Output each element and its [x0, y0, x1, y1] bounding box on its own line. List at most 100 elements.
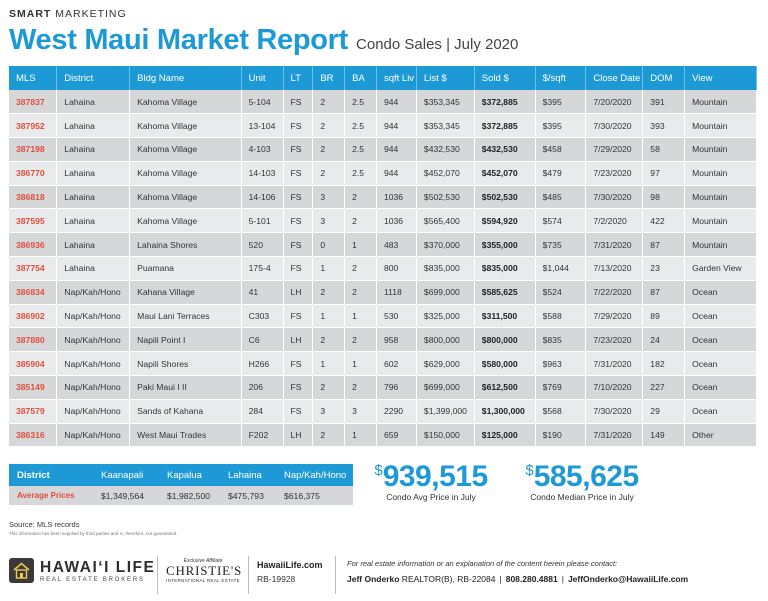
table-cell: 2 — [312, 137, 346, 162]
avg-price-figure: $939,515 — [366, 460, 496, 494]
avg-price-stat: $939,515 Condo Avg Price in July — [366, 460, 496, 502]
table-cell: Other — [684, 423, 757, 448]
agent-email[interactable]: JeffOnderko@HawaiiLife.com — [567, 574, 689, 584]
column-header: Bldg Name — [129, 66, 242, 90]
column-header: LT — [283, 66, 314, 90]
mls-number[interactable]: 387595 — [9, 208, 58, 234]
mls-number[interactable]: 387952 — [9, 113, 58, 139]
table-cell: West Maui Trades — [129, 423, 242, 448]
table-cell: $800,000 — [474, 327, 536, 353]
table-cell: Mountain — [684, 90, 757, 115]
mls-number[interactable]: 386834 — [9, 280, 58, 305]
table-cell: 7/31/2020 — [585, 423, 644, 448]
mls-number[interactable]: 387754 — [9, 256, 58, 281]
mls-number[interactable]: 386818 — [9, 185, 58, 210]
table-cell: $150,000 — [416, 423, 475, 448]
table-cell: $835,000 — [416, 256, 475, 281]
table-cell: $432,530 — [474, 137, 536, 162]
table-cell: $594,920 — [474, 208, 536, 234]
agent-phone[interactable]: 808.280.4881 — [505, 574, 558, 584]
brokerage-license: RB-19928 — [257, 574, 296, 584]
table-cell: $452,070 — [416, 161, 475, 186]
table-cell: 3 — [344, 399, 377, 424]
table-cell: 958 — [376, 327, 417, 353]
table-cell: 227 — [642, 375, 686, 400]
table-cell: $311,500 — [474, 304, 536, 329]
table-cell: 7/31/2020 — [585, 232, 644, 258]
table-cell: $452,070 — [474, 161, 536, 186]
mls-number[interactable]: 387198 — [9, 137, 58, 162]
table-cell: Mountain — [684, 208, 757, 234]
website-link[interactable]: HawaiiLife.com — [257, 560, 323, 570]
table-cell: Nap/Kah/Hono — [56, 280, 131, 305]
sales-table: MLS District Bldg Name Unit LT BR BA sqft Liv Li… — [9, 66, 757, 448]
mls-number[interactable]: 387880 — [9, 327, 58, 353]
agent-name: Jeff Onderko — [347, 574, 400, 584]
table-cell: $372,885 — [474, 113, 536, 139]
table-cell: LH — [283, 423, 314, 448]
table-cell: 7/2/2020 — [585, 208, 644, 234]
christies-logo: Exclusive Affiliate CHRISTIE'S INTERNATI… — [166, 558, 241, 583]
mls-number[interactable]: 385149 — [9, 375, 58, 400]
table-row: 386936 Lahaina Lahaina Shores 520 FS 0 1 483 $37… — [9, 232, 757, 258]
table-cell: Napili Shores — [129, 351, 242, 377]
table-cell: $325,000 — [416, 304, 475, 329]
agent-title: REALTOR(B), RB-22084 — [399, 574, 496, 584]
table-cell: 5-104 — [241, 90, 284, 115]
sales-table-body: 387837 Lahaina Kahoma Village 5-104 FS 2 2.5 94… — [9, 90, 757, 448]
table-cell: 182 — [642, 351, 686, 377]
table-cell: Garden View — [684, 256, 757, 281]
table-cell: $502,530 — [474, 185, 536, 210]
table-cell: 7/30/2020 — [585, 113, 644, 139]
affiliate-label: Exclusive Affiliate — [183, 558, 223, 564]
table-cell: FS — [283, 232, 314, 258]
hawaii-life-subtitle: REAL ESTATE BROKERS — [40, 576, 145, 583]
table-cell: 422 — [642, 208, 686, 234]
table-cell: 149 — [642, 423, 686, 448]
table-cell: LH — [283, 280, 314, 305]
mls-number[interactable]: 386770 — [9, 161, 58, 186]
average-column-header: Lahaina — [220, 464, 276, 486]
table-cell: Kahoma Village — [129, 185, 242, 210]
average-prices-table: District Kaanapali Kapalua Lahaina Nap/Kah/H… — [9, 464, 353, 505]
average-column-header: Kapalua — [159, 464, 220, 486]
mls-number[interactable]: 386316 — [9, 423, 58, 448]
average-price-cell: $1,982,500 — [159, 486, 220, 505]
disclaimer: This information has been supplied by th… — [9, 531, 178, 536]
table-cell: Lahaina — [56, 161, 131, 186]
table-row: 387579 Nap/Kah/Hono Sands of Kahana 284 FS 3 3… — [9, 399, 757, 424]
table-cell: FS — [283, 304, 314, 329]
table-cell: Lahaina Shores — [129, 232, 242, 258]
column-header: MLS — [9, 66, 58, 90]
table-cell: 89 — [642, 304, 686, 329]
average-prices-header-row: District Kaanapali Kapalua Lahaina Nap/Kah/H… — [9, 464, 353, 486]
table-cell: 175-4 — [241, 256, 284, 281]
sales-table-header: MLS District Bldg Name Unit LT BR BA sqft Liv Li… — [9, 66, 757, 90]
mls-number[interactable]: 386936 — [9, 232, 58, 258]
table-cell: 206 — [241, 375, 284, 400]
table-cell: Ocean — [684, 351, 757, 377]
table-cell: $629,000 — [416, 351, 475, 377]
table-cell: Lahaina — [56, 208, 131, 234]
table-cell: 24 — [642, 327, 686, 353]
hawaii-life-logo[interactable]: HAWAIʻI LIFE REAL ESTATE BROKERS — [9, 558, 155, 583]
table-cell: Lahaina — [56, 256, 131, 281]
table-cell: Kahoma Village — [129, 137, 242, 162]
mls-number[interactable]: 387837 — [9, 90, 58, 115]
table-cell: Sands of Kahana — [129, 399, 242, 424]
mls-number[interactable]: 385904 — [9, 351, 58, 377]
table-cell: FS — [283, 256, 314, 281]
column-header: $/sqft — [535, 66, 587, 90]
mls-number[interactable]: 387579 — [9, 399, 58, 424]
affiliate-subtitle: INTERNATIONAL REAL ESTATE — [166, 578, 240, 583]
sales-table-header-row: MLS District Bldg Name Unit LT BR BA sqft Liv Li… — [9, 66, 757, 90]
contact-intro: For real estate information or an explan… — [347, 559, 618, 568]
table-cell: Kahoma Village — [129, 113, 242, 139]
table-cell: Nap/Kah/Hono — [56, 399, 131, 424]
table-cell: 800 — [376, 256, 417, 281]
table-cell: 2.5 — [344, 113, 377, 139]
contact-separator: | — [561, 574, 564, 584]
mls-number[interactable]: 386902 — [9, 304, 58, 329]
table-cell: $735 — [535, 232, 587, 258]
table-cell: 1 — [312, 256, 346, 281]
